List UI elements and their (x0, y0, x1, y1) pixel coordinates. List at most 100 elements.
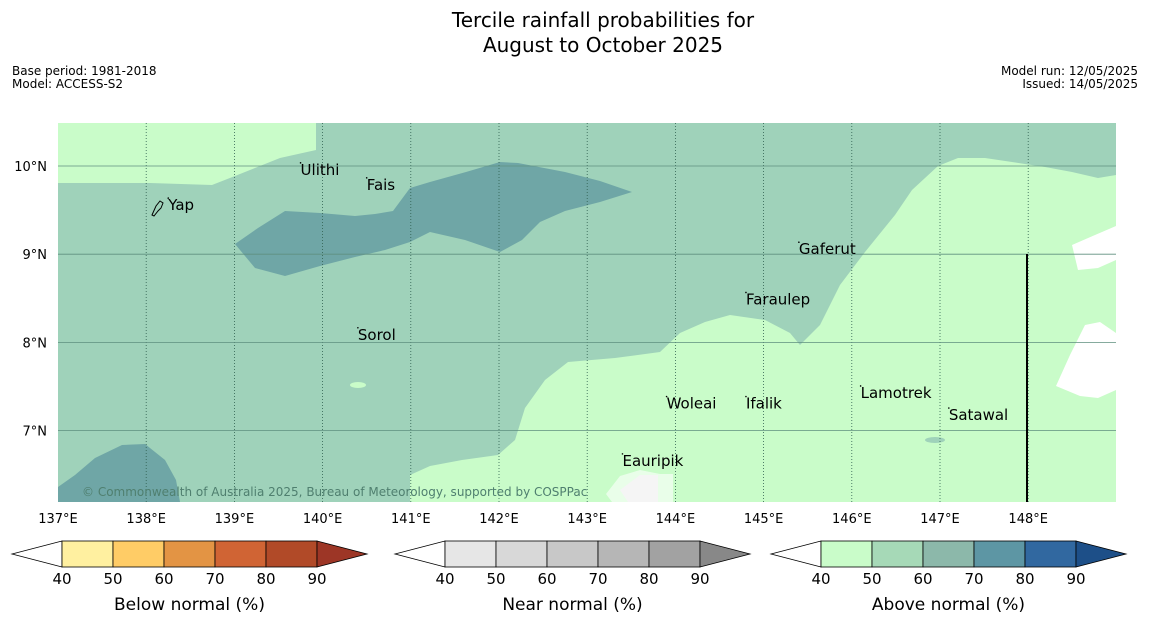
colorbar-segment (163, 540, 216, 568)
longitude-tick-label: 138°E (126, 512, 166, 527)
colorbar: 40 50 60 70 80 90 Near normal (%) (393, 540, 752, 615)
colorbar-extend-low (769, 540, 822, 568)
colorbar-tick-label: 90 (307, 570, 326, 588)
place-label: Satawal (949, 406, 1008, 424)
colorbar-tick-label: 60 (913, 570, 932, 588)
latitude-tick-label: 10°N (14, 160, 47, 175)
place-marker (948, 407, 950, 409)
colorbar-tick-label: 80 (1015, 570, 1034, 588)
longitude-tick-label: 139°E (215, 512, 255, 527)
colorbar-tick-label: 60 (537, 570, 556, 588)
colorbar-segment (973, 540, 1026, 568)
colorbar-segment (495, 540, 548, 568)
place-marker (745, 395, 747, 398)
model-name-text: Model: ACCESS-S2 (12, 77, 124, 91)
colorbar-extend-high (699, 540, 752, 568)
title-line-1: Tercile rainfall probabilities for (451, 8, 755, 32)
colorbar-tick-label: 70 (964, 570, 983, 588)
place-label: Ulithi (301, 161, 340, 179)
longitude-tick-label: 141°E (391, 512, 431, 527)
copyright-text: © Commonwealth of Australia 2025, Bureau… (82, 485, 587, 499)
figure-title: Tercile rainfall probabilities for Augus… (0, 8, 1150, 58)
colorbar-segment (546, 540, 599, 568)
above-40-50-region-southeast (410, 158, 1116, 502)
place-marker (665, 395, 668, 398)
colorbar-segment (214, 540, 267, 568)
place-marker (365, 177, 368, 179)
colorbar-legends: 40 50 60 70 80 90 Below normal (%) 40 50 60 70 80 90… (10, 540, 1128, 615)
base-period-text: Base period: 1981-2018 (12, 64, 157, 78)
colorbar-tick-label: 50 (862, 570, 881, 588)
above-40-50-patch (350, 382, 366, 388)
longitude-tick-label: 145°E (744, 512, 784, 527)
place-label: Sorol (358, 326, 396, 344)
place-marker (621, 453, 624, 455)
yap-island-outline (151, 200, 164, 217)
colorbar-extend-high (316, 540, 369, 568)
place-label: Yap (167, 196, 194, 214)
colorbar-tick-label: 70 (205, 570, 224, 588)
below-40-gap-east-2 (1056, 322, 1116, 398)
longitude-tick-label: 146°E (832, 512, 872, 527)
colorbar-segment (1024, 540, 1077, 568)
place-marker (167, 197, 170, 199)
place-marker (798, 241, 800, 243)
place-marker (745, 291, 747, 294)
colorbar-tick-label: 80 (639, 570, 658, 588)
above-40-50-region-northwest (58, 123, 316, 185)
colorbar: 40 50 60 70 80 90 Below normal (%) (10, 540, 369, 615)
place-label: Fais (367, 176, 396, 194)
model-run-text: Model run: 12/05/2025 (1000, 64, 1138, 78)
colorbar-extend-low (393, 540, 446, 568)
colorbar-segment (820, 540, 873, 568)
colorbar-tick-label: 90 (690, 570, 709, 588)
colorbar-tick-label: 80 (256, 570, 275, 588)
colorbar-title: Below normal (%) (114, 595, 265, 615)
colorbar-tick-label: 40 (435, 570, 454, 588)
below-40-gap-east-1 (1072, 226, 1116, 270)
longitude-tick-label: 143°E (567, 512, 607, 527)
colorbar-segment (112, 540, 165, 568)
colorbar-segment (922, 540, 975, 568)
issue-info: Model run: 12/05/2025 Issued: 14/05/2025 (1001, 65, 1138, 91)
place-label: Ifalik (746, 395, 782, 413)
colorbar-extend-high (1075, 540, 1128, 568)
above-60-70-band (235, 162, 632, 276)
longitude-gridlines (145, 123, 1029, 502)
latitude-tick-label: 7°N (23, 425, 48, 440)
colorbar-segment (61, 540, 114, 568)
longitude-tick-label: 147°E (920, 512, 960, 527)
latitude-gridlines (58, 165, 1116, 432)
colorbar-segment (871, 540, 924, 568)
colorbar-extend-low (10, 540, 63, 568)
above-50-60-patch (925, 437, 945, 443)
colorbar-segment (444, 540, 497, 568)
model-info: Base period: 1981-2018 Model: ACCESS-S2 (12, 65, 157, 91)
longitude-labels: 137°E 138°E 139°E 140°E 141°E 142°E 143°E 144°E… (38, 512, 1048, 527)
place-label: Faraulep (746, 290, 810, 308)
below-40-patch (606, 470, 673, 502)
above-60-70-region-southwest (58, 444, 180, 502)
longitude-tick-label: 140°E (303, 512, 343, 527)
place-label: Lamotrek (861, 384, 932, 402)
latitude-labels: 10°N 9°N 8°N 7°N (14, 160, 47, 440)
colorbar-tick-label: 50 (103, 570, 122, 588)
colorbar-tick-label: 40 (811, 570, 830, 588)
issued-text: Issued: 14/05/2025 (1022, 77, 1138, 91)
colorbar-tick-label: 70 (588, 570, 607, 588)
place-label: Woleai (667, 395, 717, 413)
colorbar-segment (265, 540, 318, 568)
colorbar-tick-label: 40 (52, 570, 71, 588)
place-marker (299, 162, 302, 164)
colorbar: 40 50 60 70 80 90 Above normal (%) (769, 540, 1128, 615)
place-marker (859, 385, 862, 387)
colorbar-tick-label: 50 (486, 570, 505, 588)
place-marker (357, 326, 359, 329)
latitude-tick-label: 8°N (23, 336, 48, 351)
title-line-2: August to October 2025 (482, 33, 724, 57)
colorbar-title: Near normal (%) (502, 595, 642, 615)
place-labels: Yap Ulithi Fais Gaferut Faraulep Sorol Lamotre… (167, 161, 1008, 470)
longitude-tick-label: 148°E (1008, 512, 1048, 527)
longitude-tick-label: 142°E (479, 512, 519, 527)
